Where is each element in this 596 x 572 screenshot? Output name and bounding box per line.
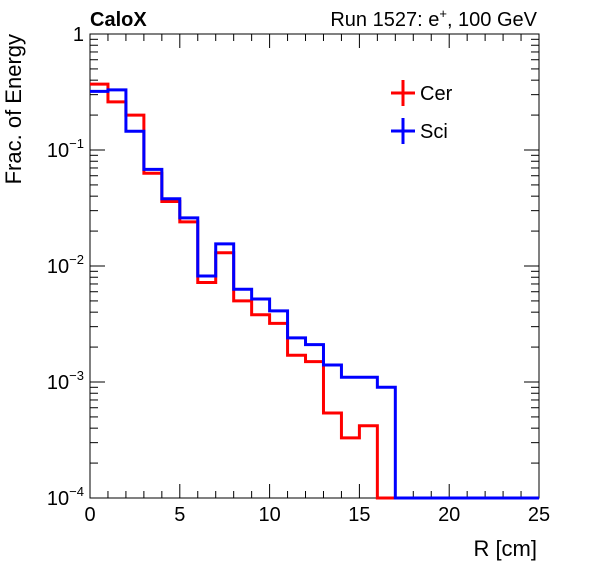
x-tick-label: 20 xyxy=(438,504,460,526)
y-tick-label-base: 10 xyxy=(47,256,69,278)
run-label-sup: + xyxy=(439,6,447,21)
y-tick-label-exponent: −3 xyxy=(69,368,84,383)
x-tick-label: 10 xyxy=(258,504,280,526)
plot-frame xyxy=(89,33,540,499)
x-tick-labels: 0 5 10 15 20 25 xyxy=(84,504,550,526)
run-label: Run 1527: e+, 100 GeV xyxy=(330,6,537,31)
legend: Cer Sci xyxy=(391,80,453,144)
x-tick-label: 5 xyxy=(174,504,185,526)
y-tick-label: 10−4 xyxy=(47,484,84,510)
y-tick-label: 10−2 xyxy=(47,252,84,278)
y-axis-label: Frac. of Energy xyxy=(1,34,26,184)
run-label-prefix: Run 1527: e xyxy=(330,9,439,31)
experiment-label: CaloX xyxy=(90,9,147,31)
y-tick-label-base: 10 xyxy=(47,372,69,394)
y-tick-labels: 110−110−210−310−4 xyxy=(47,24,84,510)
legend-label: Cer xyxy=(420,83,453,105)
y-tick-label-base: 10 xyxy=(47,140,69,162)
y-tick-label-exponent: −1 xyxy=(69,136,84,151)
legend-item-cer: Cer xyxy=(391,80,453,106)
y-tick-label: 1 xyxy=(73,24,84,46)
x-tick-label: 0 xyxy=(84,504,95,526)
axis-ticks xyxy=(89,33,540,499)
legend-item-sci: Sci xyxy=(391,118,448,144)
series-cer-line xyxy=(90,82,539,500)
series-sci-line xyxy=(90,88,539,500)
x-tick-label: 25 xyxy=(528,504,550,526)
y-tick-label-exponent: −2 xyxy=(69,252,84,267)
legend-label: Sci xyxy=(420,121,448,143)
y-tick-label-base: 1 xyxy=(73,24,84,46)
y-tick-label: 10−1 xyxy=(47,136,84,162)
x-axis-label: R [cm] xyxy=(473,536,537,561)
y-tick-label-base: 10 xyxy=(47,488,69,510)
x-tick-label: 15 xyxy=(348,504,370,526)
run-label-suffix: , 100 GeV xyxy=(447,9,538,31)
series-layer xyxy=(90,82,539,500)
y-tick-label-exponent: −4 xyxy=(69,484,84,499)
y-tick-label: 10−3 xyxy=(47,368,84,394)
